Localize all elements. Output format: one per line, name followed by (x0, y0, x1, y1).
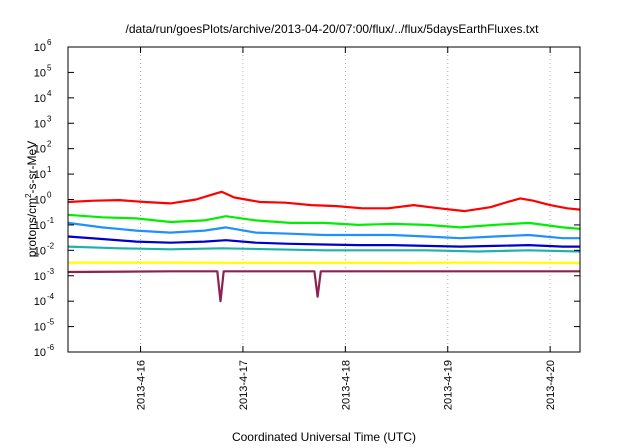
y-tick-label: 10 (34, 118, 46, 130)
y-tick-label: 10 (34, 169, 46, 181)
y-tick-label: 10 (34, 220, 46, 232)
y-axis-label: protons/cm2-s-sr-MeV (24, 141, 39, 257)
plot-frame (67, 46, 581, 353)
x-axis-label: Coordinated Universal Time (UTC) (232, 430, 416, 444)
y-tick-label-base: 10 (34, 67, 46, 79)
y-tick-label-exp: 5 (47, 63, 52, 72)
series-line-3 (67, 221, 580, 240)
y-tick-label: 10 (34, 42, 46, 54)
y-tick-label-base: 10 (34, 347, 46, 359)
y-tick-label: 10 (34, 347, 46, 359)
y-tick-label: 10 (34, 271, 46, 283)
y-tick-label-exp: 6 (47, 38, 52, 47)
y-tick-label-base: 10 (34, 144, 46, 156)
y-tick-label-exp: -3 (47, 267, 55, 276)
y-tick-label: 10 (34, 67, 46, 79)
y-tick-label-base: 10 (34, 245, 46, 257)
y-tick-label: 10 (34, 322, 46, 334)
series-line-5 (67, 245, 581, 253)
y-axis-label-sup: 2 (24, 193, 33, 198)
y-tick-label-exp: 0 (47, 191, 52, 200)
y-tick-label-exp: -6 (47, 343, 55, 352)
x-tick-label: 2013-4-20 (545, 360, 557, 410)
y-axis-ticks: 10 -610 -510 -410 -310 -210 -110 010 110 210 310 41… (34, 38, 580, 359)
y-tick-label-base: 10 (34, 220, 46, 232)
y-tick-label: 10 (34, 93, 46, 105)
y-tick-label-exp: 3 (47, 114, 52, 123)
grid (140, 47, 551, 352)
y-tick-label-base: 10 (34, 93, 46, 105)
y-axis-label-base: protons/cm (25, 198, 39, 257)
y-tick-label-exp: 2 (47, 140, 52, 149)
y-tick-label-exp: -4 (47, 292, 55, 301)
series-line-4 (67, 235, 580, 248)
y-tick-label-base: 10 (34, 118, 46, 130)
y-tick-label-base: 10 (34, 195, 46, 207)
y-tick-label-exp: -1 (47, 216, 55, 225)
y-tick-label: 10 (34, 245, 46, 257)
y-tick-label: 10 (34, 296, 46, 308)
y-tick-label: 10 (34, 195, 46, 207)
y-tick-label-exp: -2 (47, 241, 55, 250)
x-tick-label: 2013-4-19 (443, 360, 455, 410)
x-axis-ticks: 2013-4-16 2013-4-17 2013-4-18 2013-4-19 2013… (136, 47, 557, 410)
y-tick-label-base: 10 (34, 296, 46, 308)
y-tick-label-base: 10 (34, 322, 46, 334)
x-tick-label: 2013-4-18 (340, 360, 352, 410)
x-tick-label: 2013-4-17 (238, 360, 250, 410)
y-tick-label-base: 10 (34, 271, 46, 283)
y-tick-label-base: 10 (34, 42, 46, 54)
y-tick-label-exp: 4 (47, 89, 52, 98)
series-line-7 (67, 270, 580, 303)
y-tick-label: 10 (34, 144, 46, 156)
x-tick-label: 2013-4-16 (136, 360, 148, 410)
y-axis-label-rest: -s-sr-MeV (25, 141, 39, 194)
series-line-1 (67, 190, 581, 213)
chart-title: /data/run/goesPlots/archive/2013-04-20/0… (126, 22, 540, 36)
y-tick-label-exp: 1 (47, 165, 52, 174)
y-tick-label-exp: -5 (47, 318, 55, 327)
y-tick-label-base: 10 (34, 169, 46, 181)
series-lines (67, 190, 581, 303)
series-line-2 (67, 213, 581, 230)
